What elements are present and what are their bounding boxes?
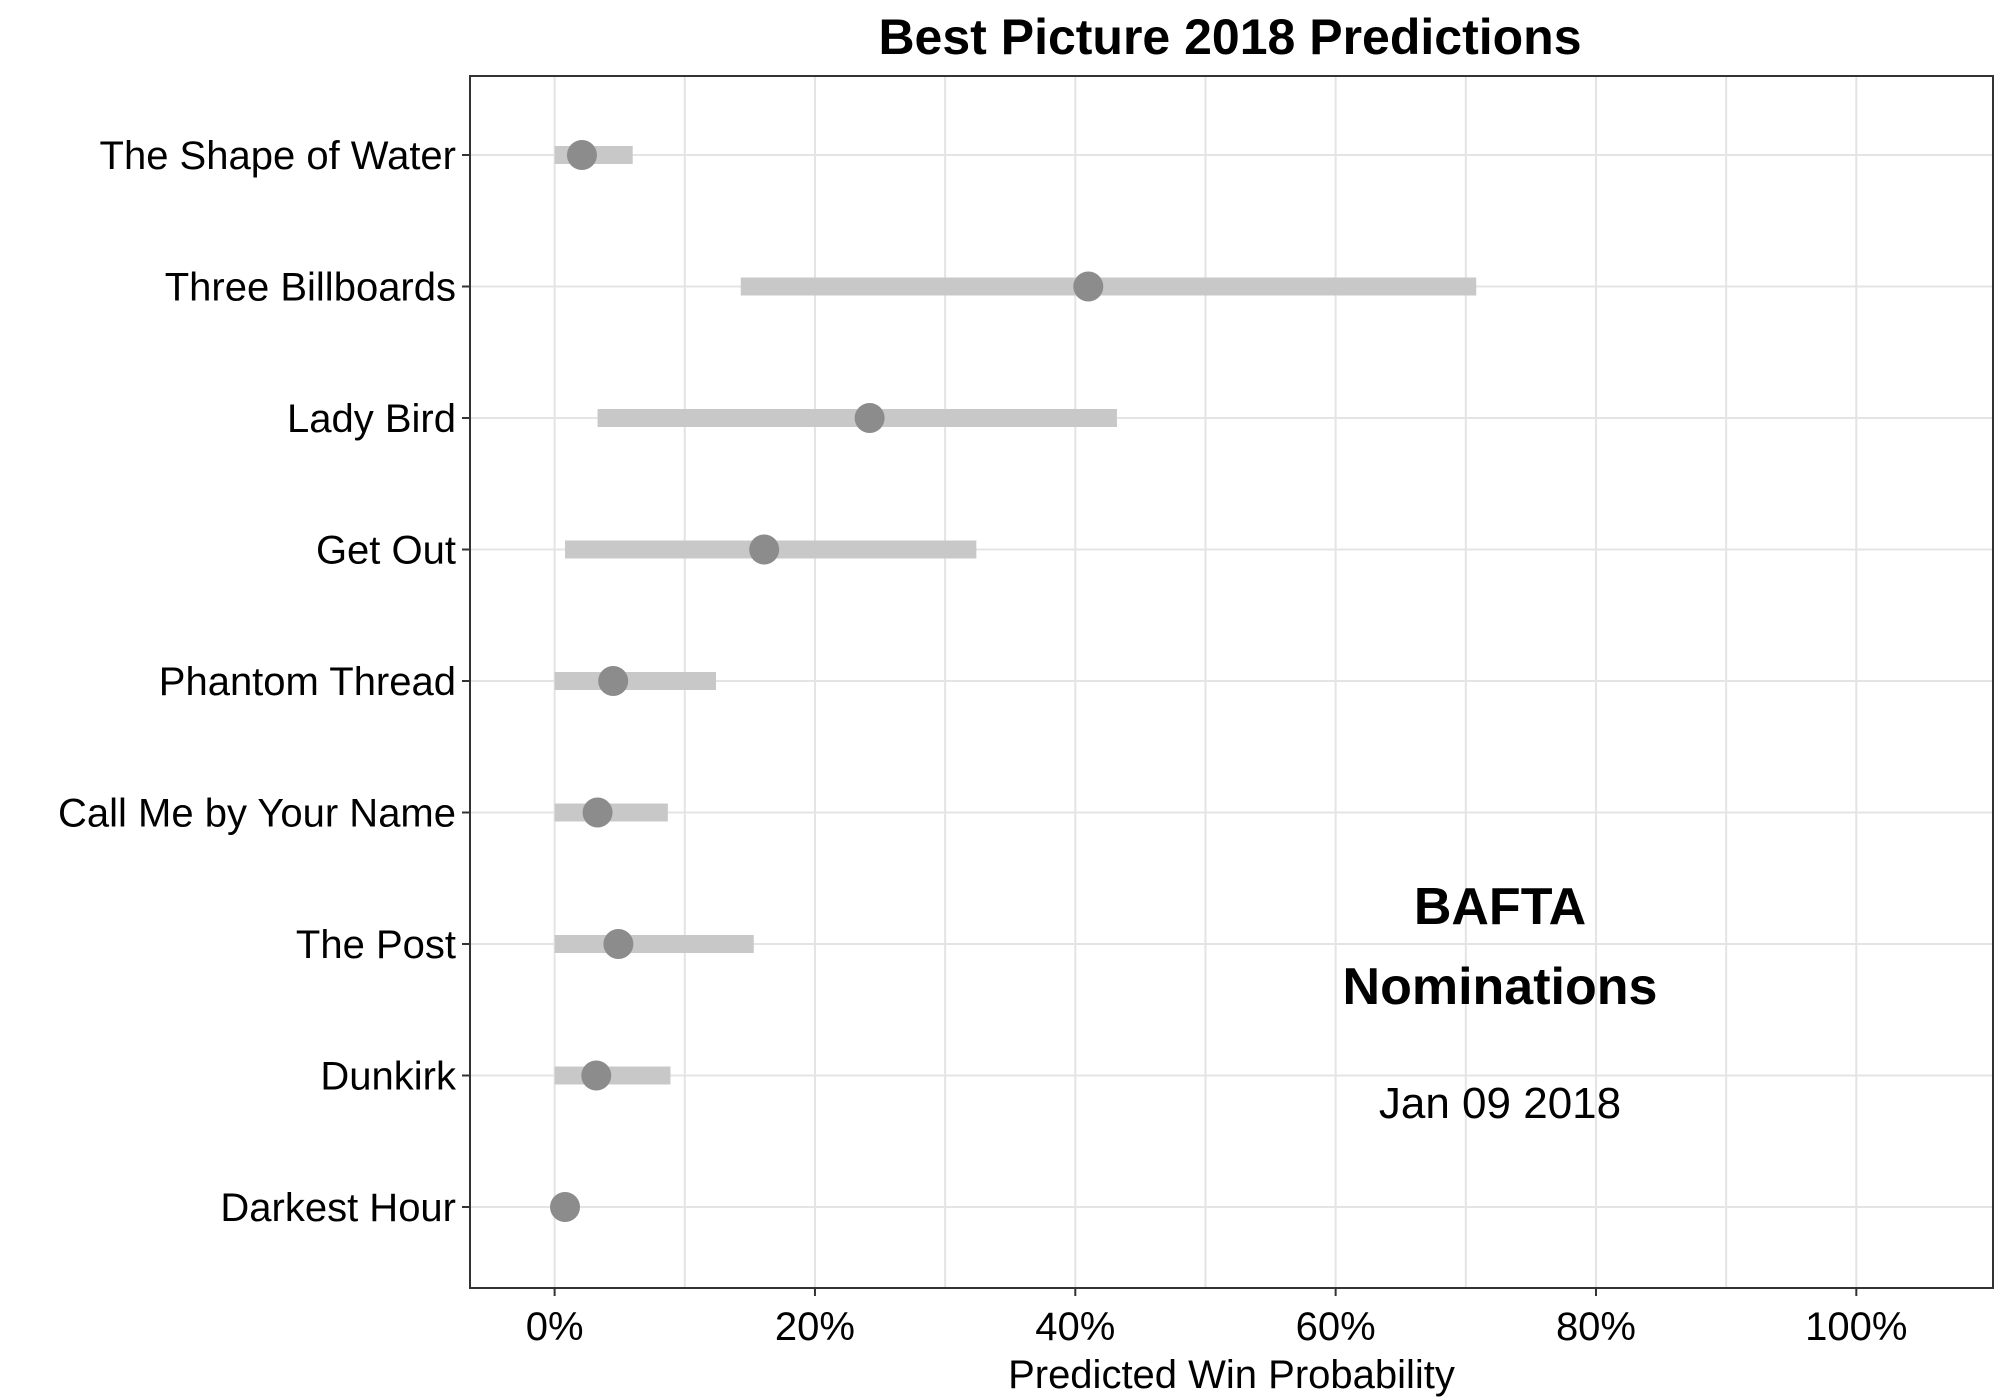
y-tick-label: Darkest Hour [220,1186,456,1230]
annotation-date: Jan 09 2018 [1379,1079,1621,1128]
data-point [566,140,597,170]
chart-title: Best Picture 2018 Predictions [878,9,1581,65]
data-points [550,140,1104,1222]
y-tick-label: The Shape of Water [100,134,456,178]
x-axis-title: Predicted Win Probability [1008,1353,1455,1397]
y-tick-label: The Post [296,923,456,967]
y-axis: The Shape of Water Three Billboards Lady B… [58,134,470,1230]
data-point [603,929,634,959]
y-tick-label: Get Out [316,529,456,573]
data-point [581,1060,612,1091]
x-tick-label: 60% [1296,1305,1376,1349]
annotation: BAFTA Nominations Jan 09 2018 [1343,878,1658,1128]
y-tick-label: Lady Bird [287,397,456,441]
y-tick-label: Call Me by Your Name [58,792,456,836]
x-axis: 0% 20% 40% 60% 80% 100% [526,1288,1907,1349]
y-tick-label: Phantom Thread [159,660,456,704]
x-tick-label: 100% [1805,1305,1907,1349]
annotation-event: BAFTA [1414,878,1586,936]
x-tick-label: 20% [775,1305,855,1349]
data-point [582,797,613,828]
data-point [749,534,780,565]
data-point [550,1192,581,1222]
annotation-event-type: Nominations [1343,958,1658,1016]
data-point [1073,271,1104,302]
x-tick-label: 0% [526,1305,584,1349]
y-tick-label: Three Billboards [165,266,456,310]
x-tick-label: 40% [1035,1305,1115,1349]
data-point [854,403,885,433]
data-point [598,666,629,696]
y-tick-label: Dunkirk [320,1055,457,1099]
x-tick-label: 80% [1556,1305,1636,1349]
